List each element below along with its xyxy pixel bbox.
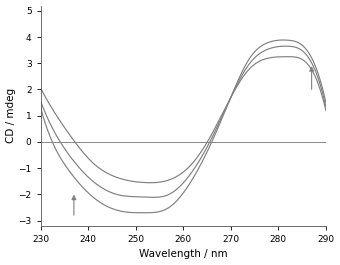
Y-axis label: CD / mdeg: CD / mdeg [5,88,16,143]
X-axis label: Wavelength / nm: Wavelength / nm [139,249,227,259]
